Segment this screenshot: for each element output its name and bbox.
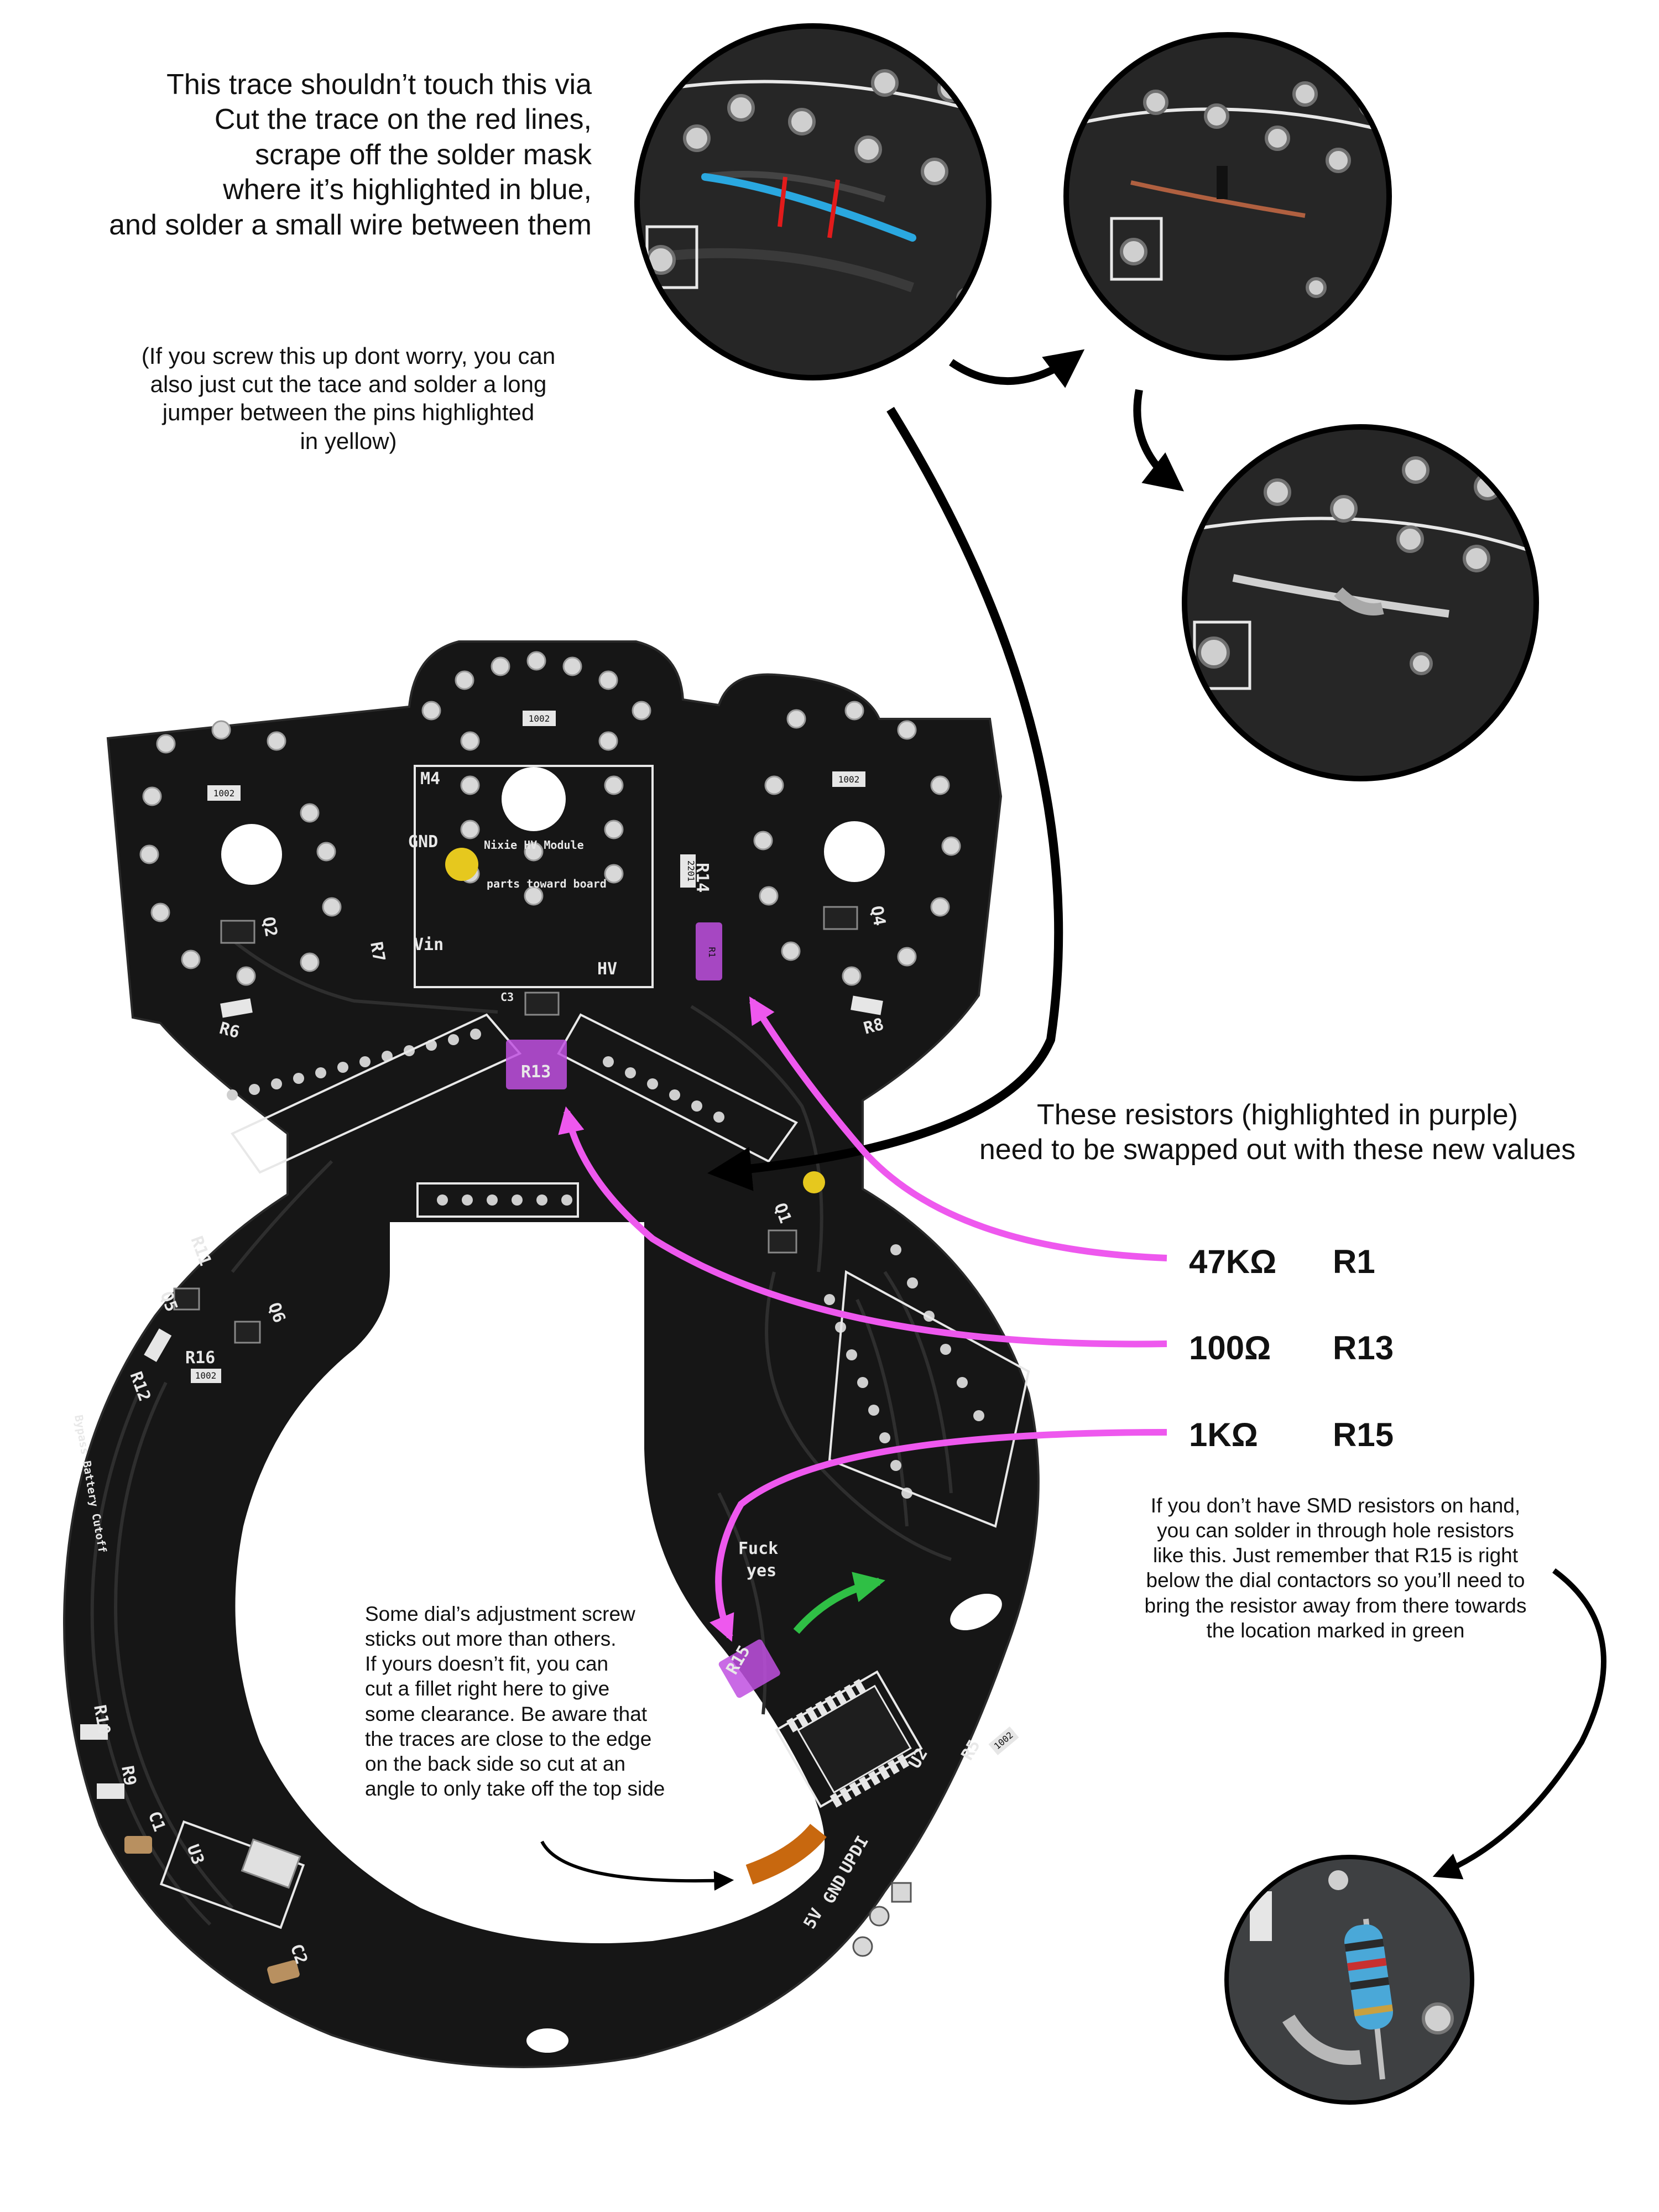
label-c3: C3	[500, 990, 514, 1004]
label-q4: Q4	[867, 904, 889, 927]
trace-fix-alternative: (If you screw this up dont worry, you ca…	[141, 343, 556, 454]
label-r11: R11	[186, 1234, 215, 1269]
annotation-arrows	[540, 349, 1606, 1891]
label-gnd-pin: GND	[408, 832, 438, 852]
tube-hole-right	[824, 821, 885, 882]
smd-marking-e: 1002	[195, 1370, 217, 1381]
arrow-circle-to-pin	[707, 406, 1063, 1191]
resistor-value: 47KΩ	[1189, 1243, 1277, 1280]
resistor-value: 100Ω	[1189, 1329, 1271, 1366]
resistor-ref: R15	[1333, 1416, 1394, 1453]
label-hv-pin: HV	[597, 959, 617, 979]
resistor-value-r15: 1KΩ R15	[1189, 1416, 1394, 1454]
label-easter-egg-1: Fuck	[738, 1539, 778, 1558]
arrow-smd-to-photo	[1432, 1568, 1606, 1880]
resistor-swap-heading: These resistors (highlighted in purple) …	[979, 1099, 1576, 1166]
tube-hole-center	[502, 767, 566, 831]
highlight-r1	[696, 922, 722, 980]
label-vin-pin: Vin	[414, 935, 444, 954]
through-hole-tip: If you don’t have SMD resistors on hand,…	[1144, 1494, 1527, 1642]
cut-line-2	[827, 179, 840, 238]
smd-marking-c: 1002	[838, 774, 860, 785]
arrow-value-r1	[749, 996, 1167, 1261]
label-r9: R9	[117, 1764, 140, 1787]
resistor-ref: R1	[1333, 1243, 1375, 1280]
arrow-cut-to-fixed	[1133, 389, 1185, 492]
smd-components: 1002 1002 1002 2201 1002 1002	[80, 711, 1019, 1984]
cut-line-1	[778, 176, 787, 227]
label-r16: R16	[185, 1348, 215, 1368]
scrape-highlight-blue	[701, 173, 916, 242]
label-q2: Q2	[258, 915, 281, 938]
highlight-r15	[718, 1639, 780, 1698]
zoom-circle-cut	[1063, 32, 1392, 361]
highlight-r13	[506, 1040, 567, 1089]
smd-marking-b: 1002	[213, 788, 235, 799]
resistor-value: 1KΩ	[1189, 1416, 1258, 1453]
trace-fix-instructions: This trace shouldn’t touch this via Cut …	[109, 69, 592, 241]
u2-chip	[786, 1679, 912, 1808]
smd-marking-d: 2201	[686, 860, 696, 882]
arrow-green-location	[793, 1572, 885, 1634]
through-hole-pads	[139, 651, 961, 986]
resistor-value-r13: 100Ω R13	[1189, 1329, 1394, 1367]
zoom-circle-fixed	[1182, 424, 1539, 781]
board-cutout	[235, 1222, 825, 1943]
programming-pads	[852, 1882, 912, 1957]
zoom-circle-before	[634, 23, 992, 380]
pcb-board: 1002 1002 1002 2201 1002 1002	[63, 640, 1040, 2068]
label-r14: R14	[692, 863, 712, 893]
resistor-value-r1: 47KΩ R1	[1189, 1243, 1375, 1281]
tube-hole-left	[221, 824, 282, 885]
label-r7: R7	[366, 940, 389, 963]
arrow-zoom-to-cut	[949, 349, 1085, 388]
yellow-pin-highlight-gnd	[445, 848, 478, 881]
mount-slot-right	[950, 1593, 1002, 1631]
arrow-value-r15	[709, 1429, 1167, 1642]
label-m4: M4	[420, 769, 440, 789]
label-module-name: Nixie HV Module	[484, 838, 584, 852]
purple-highlights: R1 R13 R15	[506, 922, 780, 1698]
arrow-value-r13	[558, 1106, 1167, 1348]
label-r13: R13	[521, 1062, 551, 1082]
label-module-orientation: parts toward board	[487, 877, 607, 890]
resistor-ref: R13	[1333, 1329, 1394, 1366]
fillet-cut-highlight	[745, 1823, 827, 1885]
arrow-fillet-location	[540, 1840, 734, 1891]
fillet-tip: Some dial’s adjustment screw sticks out …	[365, 1603, 665, 1800]
label-r1: R1	[707, 947, 717, 957]
label-easter-egg-2: yes	[747, 1561, 776, 1580]
smd-marking-a: 1002	[529, 713, 550, 724]
mount-slot-bottom	[526, 2028, 568, 2053]
zoom-circle-through-hole-resistor	[1224, 1855, 1474, 2105]
yellow-pin-highlight-right	[803, 1171, 825, 1193]
mount-hole-left	[263, 1698, 324, 1759]
